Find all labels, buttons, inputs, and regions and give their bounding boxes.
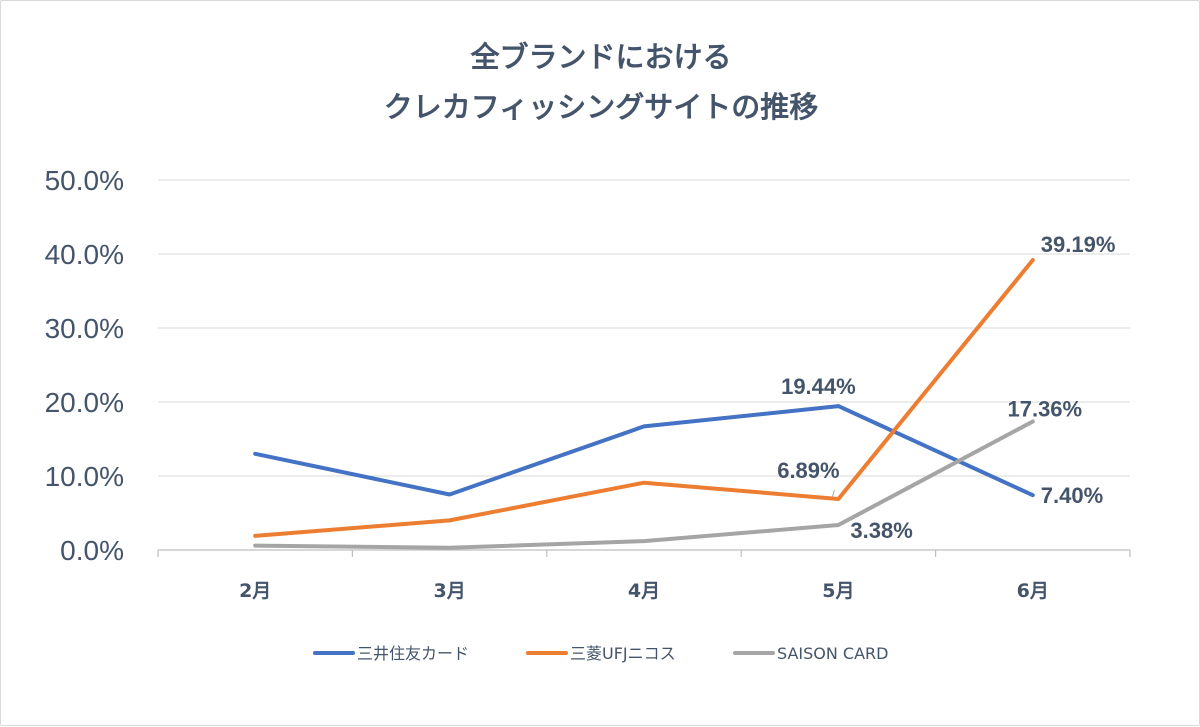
data-label: 17.36% xyxy=(1007,397,1082,422)
data-label: 39.19% xyxy=(1041,232,1116,257)
y-tick-label: 20.0% xyxy=(45,387,124,418)
legend: 三井住友カード 三菱UFJニコス SAISON CARD xyxy=(313,644,888,663)
x-axis xyxy=(157,549,1131,557)
x-tick-label: 5月 xyxy=(822,580,854,602)
data-labels: 19.44% 7.40% 6.89% 39.19% 3.38% 17.36% xyxy=(777,232,1115,543)
series-line-2 xyxy=(253,258,1035,538)
legend-item: 三菱UFJニコス xyxy=(526,644,676,663)
x-tick-label: 3月 xyxy=(433,580,465,602)
label-leader-lines xyxy=(831,489,835,498)
chart-title-line-2: クレカフィッシングサイトの推移 xyxy=(384,90,818,124)
data-label: 3.38% xyxy=(850,518,912,543)
y-tick-label: 10.0% xyxy=(45,461,124,492)
series-line-1 xyxy=(253,404,1035,498)
x-tick-label: 4月 xyxy=(628,580,660,602)
chart-title: 全ブランドにおける クレカフィッシングサイトの推移 xyxy=(384,40,818,124)
y-tick-label: 50.0% xyxy=(45,165,124,196)
y-tick-label: 30.0% xyxy=(45,313,124,344)
x-tick-label: 2月 xyxy=(239,580,271,602)
x-tick-label: 6月 xyxy=(1017,580,1049,602)
series-line-3 xyxy=(253,419,1035,550)
legend-label: SAISON CARD xyxy=(777,644,888,663)
chart-title-line-1: 全ブランドにおける xyxy=(469,40,731,74)
data-label: 7.40% xyxy=(1041,483,1103,508)
data-label-leader xyxy=(831,489,835,498)
x-axis-tick-labels: 2月 3月 4月 5月 6月 xyxy=(239,580,1049,602)
legend-label: 三菱UFJニコス xyxy=(570,644,676,663)
data-label: 6.89% xyxy=(777,458,839,483)
data-label: 19.44% xyxy=(781,374,856,399)
legend-label: 三井住友カード xyxy=(357,644,469,663)
y-tick-label: 0.0% xyxy=(60,535,124,566)
legend-item: SAISON CARD xyxy=(733,644,888,663)
gridlines xyxy=(158,179,1130,477)
y-tick-label: 40.0% xyxy=(45,239,124,270)
y-axis-tick-labels: 0.0% 10.0% 20.0% 30.0% 40.0% 50.0% xyxy=(45,165,124,566)
legend-item: 三井住友カード xyxy=(313,644,469,663)
series-lines xyxy=(253,258,1035,550)
